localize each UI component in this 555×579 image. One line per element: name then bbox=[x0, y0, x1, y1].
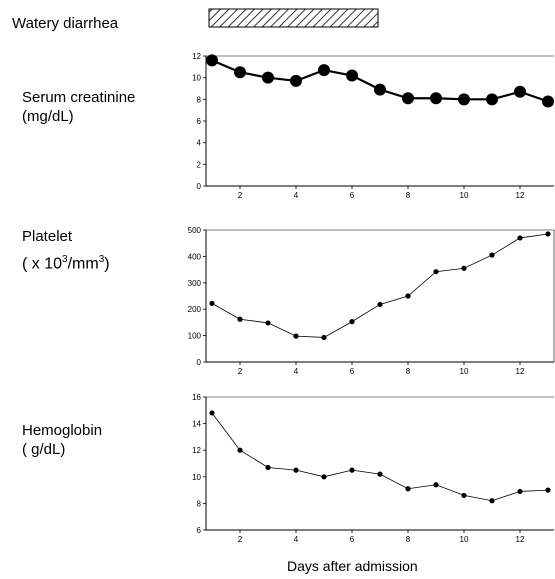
hemoglobin-point-day-1 bbox=[209, 410, 215, 416]
hemoglobin-point-day-2 bbox=[237, 447, 243, 453]
hemoglobin-point-day-12 bbox=[517, 488, 523, 495]
creatinine-point-day-1 bbox=[206, 54, 218, 67]
platelet-xtick-label-6: 6 bbox=[350, 367, 355, 376]
platelet-line bbox=[211, 233, 549, 338]
hemoglobin-point-day-7 bbox=[377, 471, 383, 477]
creatinine-ytick-label-4: 4 bbox=[197, 139, 202, 148]
hemoglobin-line bbox=[211, 412, 549, 502]
hemoglobin-xtick-label-2: 2 bbox=[238, 535, 243, 544]
platelet-ytick-label-0: 0 bbox=[197, 358, 202, 367]
creatinine-point-day-2 bbox=[234, 66, 246, 79]
hemoglobin-point-day-8 bbox=[405, 486, 411, 492]
creatinine-ytick-label-0: 0 bbox=[197, 182, 202, 191]
platelet-point-day-1 bbox=[209, 300, 215, 306]
platelet-ytick-label-400: 400 bbox=[188, 252, 202, 261]
hemoglobin-point-day-3 bbox=[265, 464, 271, 471]
platelet-title: Platelet bbox=[22, 228, 73, 245]
creatinine-ytick-label-12: 12 bbox=[192, 52, 201, 61]
hemoglobin-point-day-9 bbox=[433, 482, 439, 488]
hemoglobin-title: Hemoglobin bbox=[22, 422, 103, 439]
hemoglobin-ytick-label-14: 14 bbox=[192, 420, 201, 429]
hemoglobin-point-day-11 bbox=[489, 498, 495, 504]
creatinine-xtick-label-6: 6 bbox=[350, 191, 355, 200]
platelet-unit-pre: ( x 10 bbox=[22, 255, 63, 273]
platelet-xtick-label-4: 4 bbox=[294, 367, 299, 376]
creatinine-point-day-4 bbox=[290, 74, 302, 87]
creatinine-point-day-11 bbox=[486, 93, 498, 106]
creatinine-point-day-9 bbox=[430, 92, 442, 105]
platelet-point-day-2 bbox=[237, 316, 243, 322]
platelet-xtick-label-10: 10 bbox=[460, 367, 469, 376]
panel-platelet: 0 100 200 300 400 500 2 4 6 8 10 12 bbox=[188, 226, 555, 376]
creatinine-xtick-label-2: 2 bbox=[238, 191, 243, 200]
hemoglobin-xtick-label-8: 8 bbox=[406, 535, 411, 544]
creatinine-xtick-label-8: 8 bbox=[406, 191, 411, 200]
platelet-xtick-label-12: 12 bbox=[516, 367, 525, 376]
platelet-unit: ( x 103/mm3) bbox=[22, 250, 110, 273]
platelet-point-day-7 bbox=[377, 301, 383, 308]
hemoglobin-ytick-label-12: 12 bbox=[192, 446, 201, 455]
platelet-point-day-8 bbox=[405, 293, 411, 299]
platelet-point-day-3 bbox=[265, 320, 271, 326]
platelet-ytick-label-200: 200 bbox=[188, 305, 202, 314]
platelet-point-day-6 bbox=[349, 319, 355, 325]
creatinine-ytick-label-6: 6 bbox=[197, 117, 202, 126]
hemoglobin-xtick-label-10: 10 bbox=[460, 535, 469, 544]
creatinine-xtick-label-4: 4 bbox=[294, 191, 299, 200]
creatinine-point-day-6 bbox=[346, 69, 358, 82]
platelet-point-day-12 bbox=[517, 235, 523, 241]
serum-creatinine-label: Serum creatinine (mg/dL) bbox=[22, 88, 135, 126]
creatinine-point-day-10 bbox=[458, 93, 470, 106]
hemoglobin-point-day-13 bbox=[545, 487, 551, 493]
platelet-point-day-13 bbox=[545, 231, 551, 237]
x-axis-label: Days after admission bbox=[287, 558, 418, 574]
creatinine-point-day-5 bbox=[318, 64, 330, 77]
platelet-point-day-4 bbox=[293, 333, 299, 339]
watery-diarrhea-label: Watery diarrhea bbox=[12, 15, 119, 32]
hemoglobin-label: Hemoglobin ( g/dL) bbox=[22, 421, 102, 459]
platelet-unit-sup1: 3 bbox=[62, 254, 68, 265]
platelet-unit-mid: /mm bbox=[67, 255, 99, 273]
platelet-label: Platelet ( x 103/mm3) bbox=[22, 227, 110, 273]
watery-diarrhea-bar bbox=[208, 8, 379, 28]
creatinine-point-day-7 bbox=[374, 83, 386, 96]
hemoglobin-point-day-6 bbox=[349, 467, 355, 473]
hemoglobin-xtick-label-12: 12 bbox=[516, 535, 525, 544]
hemoglobin-ytick-label-10: 10 bbox=[192, 473, 201, 482]
platelet-point-day-10 bbox=[461, 265, 467, 271]
hemoglobin-point-day-5 bbox=[321, 474, 327, 480]
creatinine-ytick-label-2: 2 bbox=[197, 160, 202, 169]
platelet-xtick-label-8: 8 bbox=[406, 367, 411, 376]
hemoglobin-xtick-label-6: 6 bbox=[350, 535, 355, 544]
creatinine-point-day-8 bbox=[402, 92, 414, 105]
creatinine-point-day-3 bbox=[262, 71, 274, 84]
creatinine-ytick-label-8: 8 bbox=[197, 95, 202, 104]
serum-creatinine-unit: (mg/dL) bbox=[22, 108, 74, 125]
platelet-ytick-label-300: 300 bbox=[188, 279, 202, 288]
creatinine-xtick-label-10: 10 bbox=[460, 191, 469, 200]
platelet-unit-sup2: 3 bbox=[98, 254, 105, 265]
platelet-unit-post: ) bbox=[104, 255, 110, 273]
hemoglobin-unit: ( g/dL) bbox=[22, 441, 66, 458]
hemoglobin-ytick-label-8: 8 bbox=[197, 499, 202, 508]
platelet-xtick-label-2: 2 bbox=[238, 367, 243, 376]
creatinine-point-day-13 bbox=[542, 95, 554, 108]
platelet-point-day-5 bbox=[321, 334, 327, 341]
hemoglobin-ytick-label-16: 16 bbox=[192, 393, 201, 402]
platelet-ytick-label-100: 100 bbox=[188, 332, 202, 341]
panel-hemoglobin: 6 8 10 12 14 16 2 4 6 8 10 12 bbox=[192, 393, 554, 544]
hemoglobin-point-day-4 bbox=[293, 467, 299, 473]
creatinine-xtick-label-12: 12 bbox=[516, 191, 525, 200]
hemoglobin-ytick-label-6: 6 bbox=[197, 526, 202, 535]
hemoglobin-point-day-10 bbox=[461, 492, 467, 499]
creatinine-point-day-12 bbox=[514, 85, 526, 98]
platelet-point-day-11 bbox=[489, 252, 495, 258]
creatinine-ytick-label-10: 10 bbox=[192, 74, 201, 83]
platelet-point-day-9 bbox=[433, 269, 439, 275]
hemoglobin-xtick-label-4: 4 bbox=[294, 535, 299, 544]
panel-creatinine: 0 2 4 6 8 10 12 2 4 6 8 10 12 bbox=[192, 52, 554, 200]
serum-creatinine-title: Serum creatinine bbox=[22, 89, 136, 106]
platelet-ytick-label-500: 500 bbox=[188, 226, 202, 235]
